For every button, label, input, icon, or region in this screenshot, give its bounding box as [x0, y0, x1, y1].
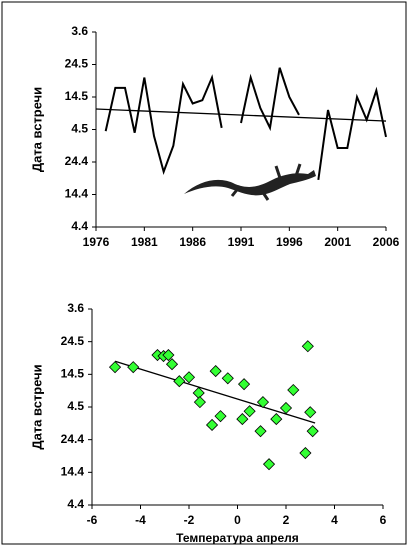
x-tick-label: 1986 [179, 235, 206, 249]
data-point [270, 413, 283, 426]
data-point [287, 383, 300, 397]
x-tick-label: 1996 [276, 235, 303, 249]
lizard-legs [230, 163, 302, 201]
y-tick-label: 24.4 [65, 154, 89, 168]
data-line [104, 67, 387, 181]
data-point [236, 413, 249, 426]
data-point [306, 425, 319, 438]
data-point [182, 371, 196, 384]
y-tick-label: 3.6 [71, 24, 88, 38]
y-axis-label: Дата встречи [29, 364, 44, 449]
data-point [205, 418, 219, 432]
data-point [209, 365, 222, 378]
x-tick-label: 2001 [324, 235, 351, 249]
y-tick-label: 4.4 [71, 219, 88, 233]
data-point [254, 425, 267, 438]
x-tick-label: 2006 [373, 235, 400, 249]
y-tick-label: 24.5 [65, 57, 89, 71]
x-tick-label: 0 [234, 513, 241, 527]
y-tick-label: 24.5 [61, 334, 85, 348]
x-tick-label: 2 [283, 513, 290, 527]
data-point [127, 361, 140, 374]
data-point [214, 410, 227, 423]
data-point [237, 378, 251, 391]
data-point [304, 406, 317, 419]
data-point [193, 396, 206, 409]
data-point [262, 458, 276, 471]
data-point [165, 358, 179, 371]
y-tick-label: 24.4 [61, 432, 85, 446]
data-point [173, 375, 186, 388]
data-point [299, 446, 312, 460]
lizard [184, 163, 316, 201]
x-tick-label: 1991 [228, 235, 255, 249]
x-tick-label: -4 [135, 513, 146, 527]
y-tick-label: 14.4 [65, 187, 89, 201]
y-tick-label: 4.5 [71, 122, 88, 136]
lizard-body [184, 170, 316, 196]
x-tick-label: 1981 [131, 235, 158, 249]
frame [1, 1, 407, 545]
data-point [108, 361, 122, 374]
x-tick-label: -2 [184, 513, 195, 527]
y-tick-label: 4.4 [67, 497, 84, 511]
y-tick-label: 14.5 [65, 89, 89, 103]
data-point [279, 401, 293, 415]
trendline [95, 108, 387, 122]
x-tick-label: 4 [331, 513, 338, 527]
x-tick-label: 6 [380, 513, 387, 527]
data-point [243, 405, 256, 418]
y-tick-label: 14.4 [61, 465, 85, 479]
x-tick-label: 1976 [83, 235, 110, 249]
x-axis-label: Температура апреля [176, 531, 299, 545]
data-point [301, 340, 314, 353]
y-tick-label: 3.6 [67, 301, 84, 315]
y-tick-label: 14.5 [61, 367, 85, 381]
data-point [221, 372, 234, 385]
data-point [162, 348, 175, 362]
y-axis-label: Дата встречи [29, 87, 44, 172]
y-tick-label: 4.5 [67, 399, 84, 413]
trendline [114, 360, 316, 424]
x-tick-label: -6 [87, 513, 98, 527]
data-point [256, 396, 270, 409]
